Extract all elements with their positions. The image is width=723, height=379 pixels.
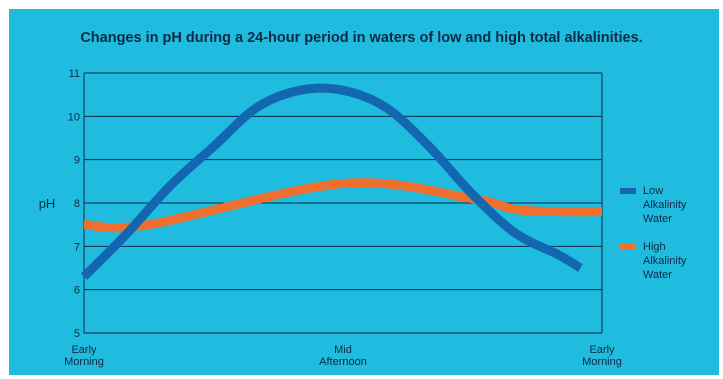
y-tick-label-11: 11	[69, 68, 80, 80]
y-tick-label-5: 5	[74, 328, 80, 340]
legend-swatch-high-alkalinity-water	[620, 244, 636, 250]
chart-panel	[9, 9, 719, 375]
y-tick-label-10: 10	[68, 111, 80, 123]
y-tick-label-9: 9	[74, 155, 80, 167]
y-axis-label: pH	[39, 196, 56, 211]
y-tick-label-7: 7	[74, 241, 80, 253]
y-tick-label-8: 8	[74, 198, 80, 210]
legend-label-low-alkalinity-water: Low Alkalinity Water	[643, 185, 687, 225]
tick-labels: 5 6 7 8 9 10 11 pH Early Morning Mid Afternoon Early…	[39, 68, 622, 368]
series-lines	[80, 83, 603, 280]
y-tick-label-6: 6	[74, 285, 80, 297]
x-tick-label-2: Early Morning	[582, 344, 622, 368]
legend-swatch-low-alkalinity-water	[620, 188, 636, 194]
axes	[83, 73, 603, 334]
grid-lines	[84, 72, 602, 334]
x-tick-label-1: Mid Afternoon	[319, 344, 367, 368]
chart-title: Changes in pH during a 24-hour period in…	[80, 30, 643, 46]
series-line-low-alkalinity-water	[80, 83, 583, 280]
legend: Low Alkalinity Water High Alkalinity Water	[620, 185, 687, 281]
series-line-high-alkalinity-water	[83, 178, 603, 233]
legend-label-high-alkalinity-water: High Alkalinity Water	[643, 241, 687, 281]
x-tick-label-0: Early Morning	[64, 344, 104, 368]
